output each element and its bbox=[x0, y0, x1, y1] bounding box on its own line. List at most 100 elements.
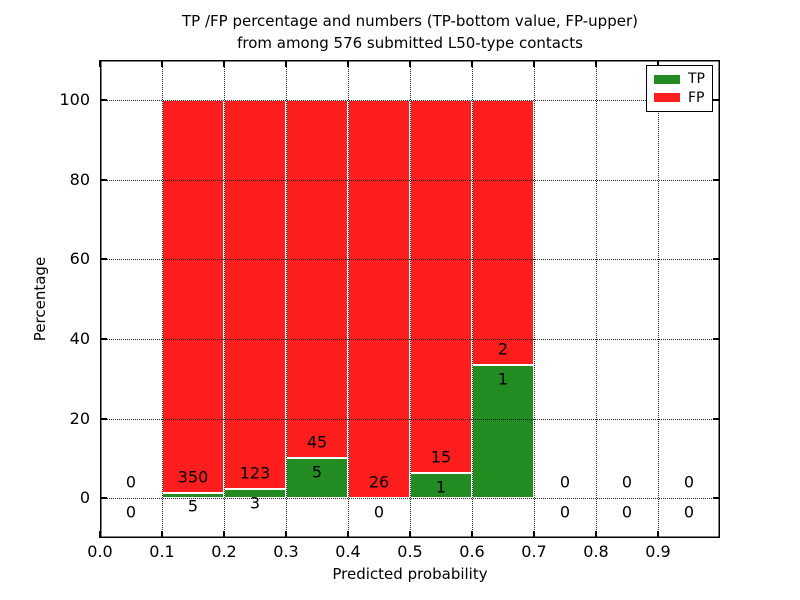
horizontal-gridline bbox=[100, 259, 720, 261]
x-tick-mark bbox=[161, 531, 163, 538]
tp-count-annotation: 0 bbox=[373, 502, 385, 522]
vertical-gridline bbox=[596, 60, 597, 538]
y-tick-mark bbox=[713, 258, 720, 261]
y-tick-mark bbox=[713, 417, 720, 420]
x-tick-label: 0.4 bbox=[335, 542, 361, 561]
x-tick-mark bbox=[657, 60, 659, 67]
y-tick-label: 20 bbox=[69, 408, 90, 428]
y-tick-label: 40 bbox=[69, 328, 90, 348]
tp-count-annotation: 0 bbox=[559, 502, 571, 522]
x-tick-mark bbox=[223, 531, 225, 538]
bar-fp-segment bbox=[348, 99, 410, 499]
x-tick-mark bbox=[347, 531, 349, 538]
chart-title: TP /FP percentage and numbers (TP-bottom… bbox=[100, 10, 720, 54]
vertical-gridline bbox=[286, 60, 287, 538]
x-tick-mark bbox=[285, 531, 287, 538]
tp-count-annotation: 0 bbox=[683, 502, 695, 522]
x-tick-mark bbox=[161, 60, 163, 67]
fp-count-annotation: 350 bbox=[177, 467, 209, 487]
y-tick-label: 80 bbox=[69, 169, 90, 189]
x-tick-label: 0.3 bbox=[273, 542, 299, 561]
legend-label-fp: FP bbox=[688, 89, 705, 106]
vertical-gridline bbox=[472, 60, 473, 538]
x-tick-mark bbox=[471, 531, 473, 538]
x-tick-mark bbox=[409, 60, 411, 67]
y-tick-label: 0 bbox=[79, 488, 90, 508]
horizontal-gridline bbox=[100, 498, 720, 500]
tp-count-annotation: 5 bbox=[311, 462, 323, 482]
legend-entry-fp: FP bbox=[654, 91, 705, 105]
y-tick-mark bbox=[100, 337, 107, 340]
fp-count-annotation: 123 bbox=[239, 463, 271, 483]
legend-swatch-fp-icon bbox=[654, 93, 680, 103]
x-tick-mark bbox=[99, 531, 101, 538]
x-axis-label: Predicted probability bbox=[332, 565, 488, 583]
legend-swatch-tp-icon bbox=[654, 74, 680, 84]
x-tick-label: 0.0 bbox=[87, 542, 113, 561]
x-tick-mark bbox=[409, 531, 411, 538]
bar-tp-segment bbox=[286, 458, 348, 499]
x-tick-label: 0.7 bbox=[521, 542, 547, 561]
tp-count-annotation: 1 bbox=[497, 369, 509, 389]
vertical-gridline bbox=[534, 60, 535, 538]
y-tick-label: 100 bbox=[59, 89, 90, 109]
fp-count-annotation: 45 bbox=[306, 432, 328, 452]
x-tick-label: 0.8 bbox=[583, 542, 609, 561]
horizontal-gridline bbox=[100, 418, 720, 420]
y-tick-mark bbox=[100, 178, 107, 181]
fp-count-annotation: 0 bbox=[621, 472, 633, 492]
bar-fp-segment bbox=[162, 99, 224, 493]
y-tick-mark bbox=[100, 497, 107, 500]
tp-count-annotation: 3 bbox=[249, 493, 261, 513]
x-tick-mark bbox=[533, 531, 535, 538]
fp-count-annotation: 0 bbox=[683, 472, 695, 492]
fp-count-annotation: 0 bbox=[125, 472, 137, 492]
x-tick-label: 0.9 bbox=[645, 542, 671, 561]
x-tick-mark bbox=[285, 60, 287, 67]
plot-area: 0 0 350 5 123 3 45 5 26 0 15 1 2 1 0 0 0 0 0 0 TP FP bbox=[99, 60, 720, 538]
x-tick-mark bbox=[471, 60, 473, 67]
bar-tp-segment bbox=[410, 473, 472, 499]
fp-count-annotation: 26 bbox=[368, 472, 390, 492]
tp-count-annotation: 5 bbox=[187, 496, 199, 516]
y-tick-mark bbox=[713, 337, 720, 340]
x-tick-mark bbox=[347, 60, 349, 67]
tp-count-annotation: 1 bbox=[435, 477, 447, 497]
y-tick-mark bbox=[100, 258, 107, 261]
bar-fp-segment bbox=[472, 99, 534, 366]
y-tick-mark bbox=[713, 178, 720, 181]
x-tick-mark bbox=[595, 60, 597, 67]
x-tick-mark bbox=[223, 60, 225, 67]
vertical-gridline bbox=[410, 60, 411, 538]
horizontal-gridline bbox=[100, 338, 720, 340]
legend-label-tp: TP bbox=[688, 71, 705, 88]
y-tick-mark bbox=[713, 98, 720, 101]
x-tick-label: 0.1 bbox=[149, 542, 175, 561]
fp-count-annotation: 15 bbox=[430, 447, 452, 467]
y-tick-mark bbox=[100, 98, 107, 101]
x-tick-label: 0.5 bbox=[397, 542, 423, 561]
fp-count-annotation: 2 bbox=[497, 339, 509, 359]
bar-fp-segment bbox=[286, 99, 348, 459]
bar-fp-segment bbox=[224, 99, 286, 489]
vertical-gridline bbox=[162, 60, 163, 538]
x-tick-mark bbox=[99, 60, 101, 67]
tp-count-annotation: 0 bbox=[621, 502, 633, 522]
x-tick-mark bbox=[533, 60, 535, 67]
x-tick-mark bbox=[595, 531, 597, 538]
tp-count-annotation: 0 bbox=[125, 502, 137, 522]
y-tick-mark bbox=[100, 417, 107, 420]
vertical-gridline bbox=[658, 60, 659, 538]
fp-count-annotation: 0 bbox=[559, 472, 571, 492]
horizontal-gridline bbox=[100, 179, 720, 181]
x-tick-label: 0.2 bbox=[211, 542, 237, 561]
bar-fp-segment bbox=[410, 99, 472, 474]
y-tick-mark bbox=[713, 497, 720, 500]
chart-title-line1: TP /FP percentage and numbers (TP-bottom… bbox=[182, 12, 638, 30]
legend-entry-tp: TP bbox=[654, 72, 705, 86]
vertical-gridline bbox=[348, 60, 349, 538]
vertical-gridline bbox=[224, 60, 225, 538]
chart-title-line2: from among 576 submitted L50-type contac… bbox=[237, 34, 583, 52]
horizontal-gridline bbox=[100, 99, 720, 101]
